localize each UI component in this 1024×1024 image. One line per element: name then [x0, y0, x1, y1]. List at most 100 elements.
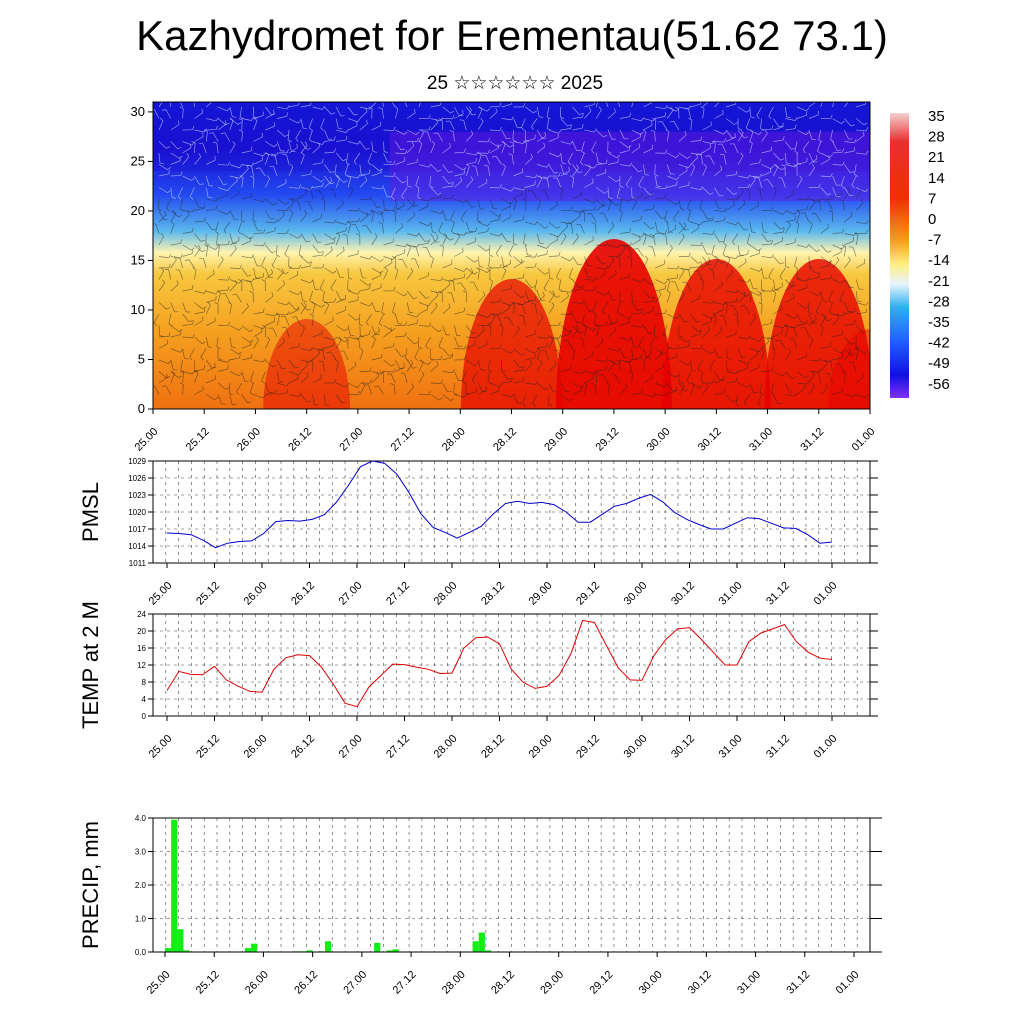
- wind-barb: [855, 290, 858, 301]
- wind-barb: [347, 325, 351, 336]
- x-tick-label: 25.00: [133, 426, 161, 454]
- wind-barb-flag: [475, 267, 480, 270]
- wind-barb: [607, 152, 618, 158]
- wind-barb-flag: [834, 362, 839, 365]
- wind-barb-flag: [579, 331, 584, 334]
- wind-barb: [217, 394, 222, 405]
- wind-barb: [536, 362, 543, 372]
- wind-barb: [607, 384, 610, 395]
- wind-barb: [430, 306, 438, 315]
- y-tick-label: 20: [137, 627, 146, 636]
- wind-barb-flag: [806, 205, 809, 210]
- wind-barb-flag: [664, 229, 668, 234]
- wind-barb-flag: [284, 271, 289, 275]
- wind-barb: [560, 368, 571, 372]
- wind-barb: [631, 219, 642, 223]
- wind-barb: [265, 295, 274, 303]
- wind-barb: [560, 221, 571, 225]
- wind-barb: [383, 129, 394, 131]
- wind-barb-flag: [414, 341, 419, 345]
- wind-barb-flag: [298, 342, 300, 347]
- wind-barb: [188, 259, 195, 269]
- wind-barb: [808, 158, 818, 165]
- wind-barb-flag: [298, 371, 302, 376]
- wind-barb-flag: [205, 243, 210, 246]
- wind-barb: [157, 198, 160, 209]
- wind-barb: [584, 164, 594, 169]
- wind-barb-flag: [688, 266, 692, 271]
- wind-barb: [324, 221, 335, 224]
- wind-barb: [322, 361, 325, 372]
- wind-barb-flag: [159, 162, 164, 165]
- wind-barb: [158, 343, 168, 349]
- wind-barb-flag: [251, 353, 253, 358]
- wind-barb-flag: [724, 207, 727, 212]
- wind-barb: [794, 256, 798, 267]
- wind-barb: [265, 106, 272, 116]
- wind-barb-flag: [819, 324, 824, 328]
- wind-barb-flag: [767, 337, 770, 342]
- wind-barb: [619, 149, 630, 154]
- wind-barb: [253, 276, 264, 280]
- wind-barb: [737, 336, 748, 340]
- wind-barb-flag: [700, 106, 705, 109]
- wind-barb: [749, 178, 756, 188]
- wind-barb: [229, 336, 232, 347]
- wind-barb: [735, 394, 739, 405]
- wind-barb: [383, 270, 389, 280]
- wind-barb-flag: [307, 187, 312, 190]
- wind-barb-flag: [592, 178, 594, 183]
- wind-barb-flag: [841, 350, 845, 354]
- wind-barb-flag: [347, 175, 351, 179]
- wind-barb: [277, 392, 288, 395]
- wind-barb: [228, 382, 231, 393]
- wind-barb-flag: [436, 291, 439, 296]
- wind-barb: [726, 381, 737, 384]
- precip-bar: [171, 819, 178, 952]
- wind-barb: [584, 240, 594, 246]
- wind-barb-flag: [161, 109, 167, 111]
- wind-barb: [442, 284, 451, 292]
- wind-barb-flag: [509, 141, 514, 144]
- wind-barb: [489, 281, 493, 292]
- wind-barb: [319, 279, 325, 289]
- wind-barb: [678, 336, 688, 343]
- wind-barb: [596, 359, 607, 363]
- wind-barb: [425, 336, 432, 346]
- wind-barb: [584, 104, 595, 108]
- wind-barb: [229, 120, 234, 131]
- wind-barb-flag: [334, 148, 336, 153]
- wind-barb: [584, 198, 594, 204]
- wind-barb: [466, 152, 477, 156]
- wind-barb: [743, 394, 751, 403]
- wind-barb: [158, 187, 168, 194]
- wind-barb: [732, 233, 739, 243]
- wind-barb-flag: [595, 324, 600, 328]
- wind-barb: [595, 373, 598, 384]
- wind-barb-flag: [715, 255, 719, 260]
- wind-barb: [571, 223, 573, 234]
- wind-barb: [818, 129, 822, 140]
- wind-barb-flag: [190, 96, 194, 97]
- wind-barb: [714, 284, 723, 292]
- wind-barb: [359, 198, 370, 201]
- wind-barb: [300, 279, 311, 284]
- wind-barb: [454, 267, 464, 272]
- wind-barb: [631, 164, 639, 173]
- wind-barb-flag: [864, 350, 869, 354]
- wind-barb-flag: [200, 356, 204, 361]
- wind-barb-flag: [642, 232, 647, 236]
- wind-barb-flag: [212, 97, 213, 101]
- wind-barb: [358, 338, 361, 349]
- wind-barb-flag: [644, 174, 649, 176]
- wind-barb: [182, 373, 184, 384]
- wind-barb: [336, 298, 346, 303]
- wind-barb-flag: [261, 265, 265, 269]
- wind-barb-flag: [815, 199, 820, 201]
- wind-barb-flag: [448, 171, 453, 173]
- wind-barb-flag: [405, 321, 408, 326]
- wind-barb: [300, 364, 309, 372]
- wind-barb-flag: [247, 165, 252, 167]
- wind-barb: [784, 106, 788, 117]
- wind-barb-flag: [723, 216, 726, 221]
